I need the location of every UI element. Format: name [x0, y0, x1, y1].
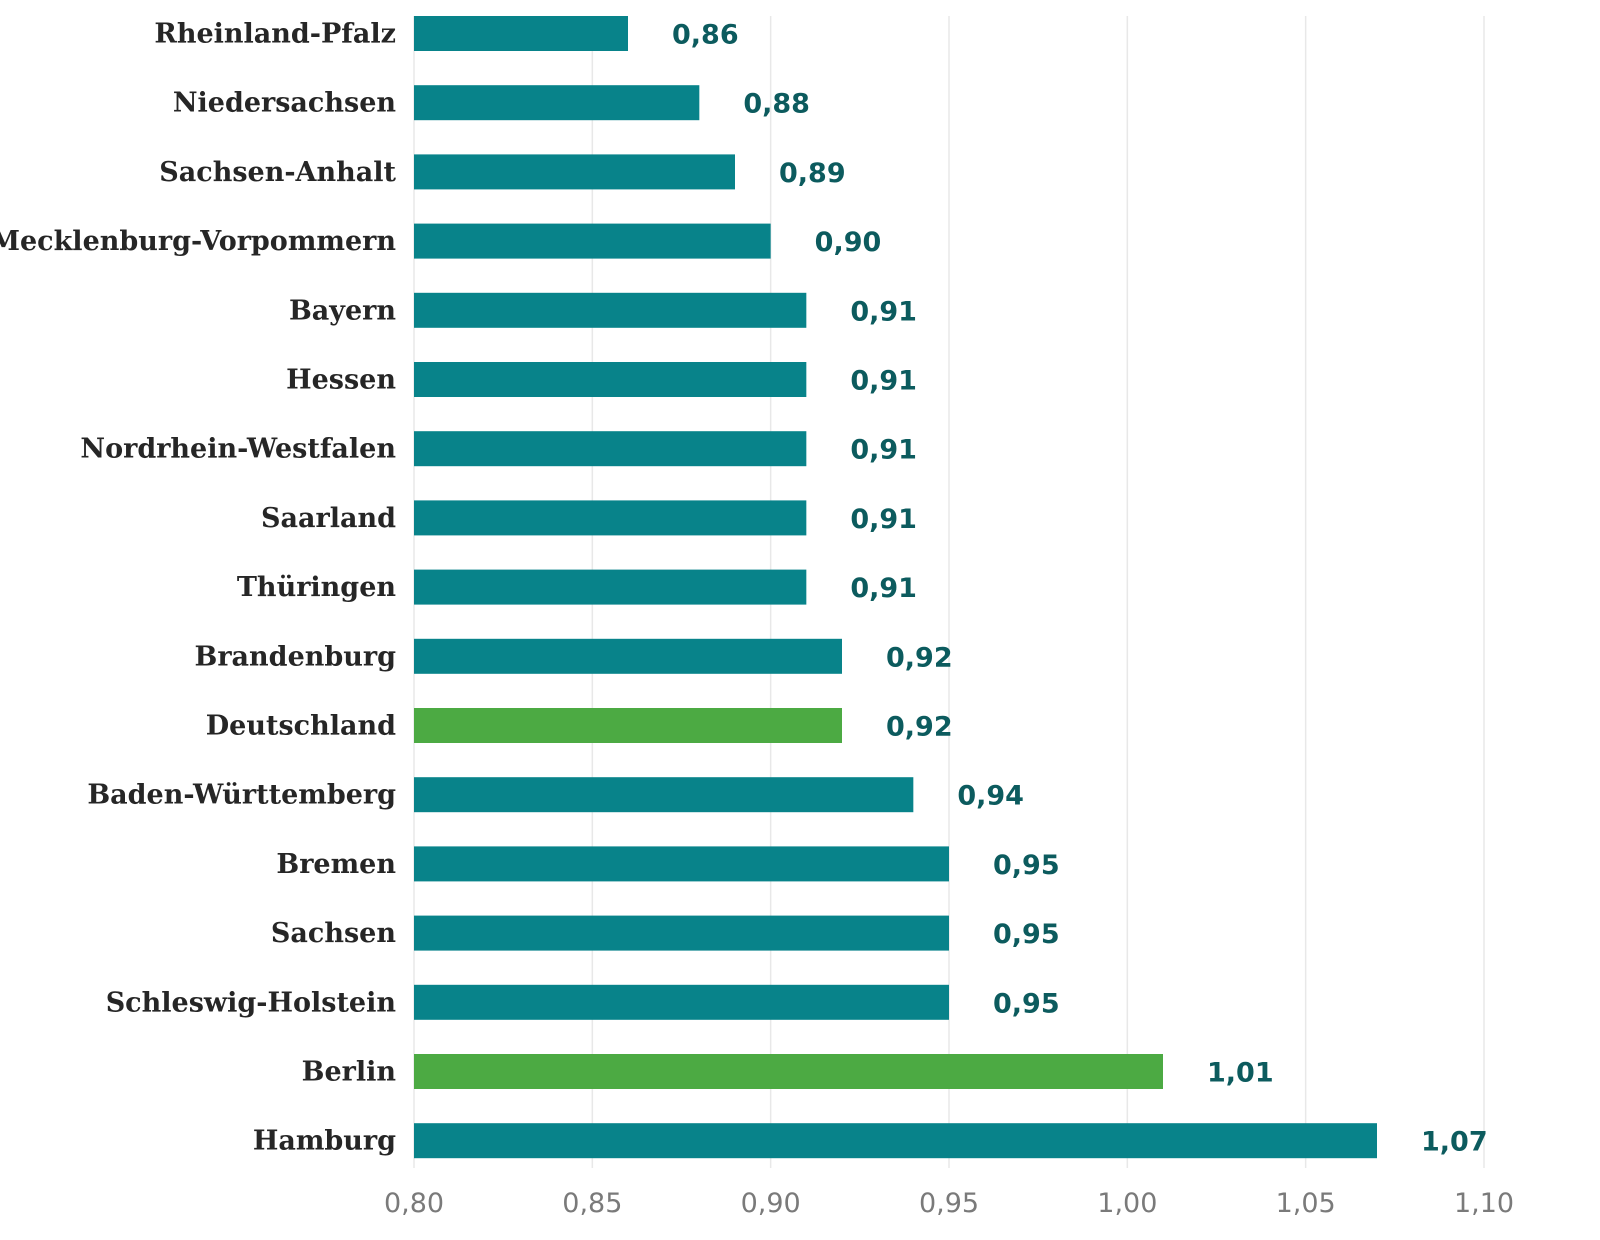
category-label: Hessen — [286, 365, 396, 396]
bar — [414, 708, 842, 743]
category-label: Hamburg — [253, 1126, 396, 1157]
bar — [414, 846, 949, 882]
bar — [414, 984, 949, 1020]
category-label: Bayern — [289, 295, 396, 326]
category-label: Bremen — [276, 849, 396, 880]
bar — [414, 292, 807, 328]
category-label: Baden-Württemberg — [87, 780, 396, 811]
x-axis-ticks: 0,80 0,85 0,90 0,95 1,00 1,05 1,10 — [384, 1188, 1514, 1219]
value-label: 0,94 — [957, 781, 1024, 812]
category-label: Rheinland-Pfalz — [154, 19, 396, 50]
bar — [414, 431, 807, 467]
bar — [414, 638, 842, 674]
value-label: 0,91 — [850, 504, 917, 535]
value-label: 1,07 — [1421, 1127, 1488, 1158]
value-label: 0,92 — [886, 642, 953, 673]
value-label: 0,91 — [850, 296, 917, 327]
value-label: 0,95 — [993, 850, 1060, 881]
value-label: 0,91 — [850, 573, 917, 604]
bar — [414, 154, 735, 190]
bar — [414, 1123, 1377, 1159]
bar — [414, 569, 807, 605]
x-tick-label: 1,05 — [1276, 1188, 1336, 1219]
category-label: Schleswig-Holstein — [106, 987, 397, 1018]
category-label: Nordrhein-Westfalen — [80, 434, 396, 465]
x-tick-label: 0,95 — [919, 1188, 979, 1219]
category-label: Saarland — [261, 503, 396, 534]
bar — [414, 500, 807, 536]
value-label: 0,89 — [779, 158, 846, 189]
category-label: Sachsen-Anhalt — [159, 157, 396, 188]
category-label: Thüringen — [237, 572, 397, 603]
category-label: Brandenburg — [195, 641, 397, 672]
bar — [414, 915, 949, 951]
bar — [414, 362, 807, 397]
x-tick-label: 1,10 — [1454, 1188, 1514, 1219]
bar — [414, 223, 771, 259]
x-tick-label: 1,00 — [1097, 1188, 1157, 1219]
category-label: Niedersachsen — [173, 88, 397, 119]
category-labels: Rheinland-Pfalz Niedersachsen Sachsen-Anha… — [0, 19, 397, 1157]
x-tick-label: 0,90 — [741, 1188, 801, 1219]
value-label: 0,90 — [815, 227, 882, 258]
bar — [414, 777, 914, 813]
value-label: 0,86 — [672, 20, 739, 51]
bar — [414, 85, 700, 121]
category-label: Sachsen — [271, 918, 396, 949]
category-label: Berlin — [302, 1057, 397, 1088]
category-label: Deutschland — [206, 711, 396, 742]
bar — [414, 1054, 1163, 1089]
category-label: Mecklenburg-Vorpommern — [0, 226, 396, 257]
value-label: 0,92 — [886, 712, 953, 743]
value-label: 0,88 — [743, 89, 810, 120]
x-tick-label: 0,85 — [562, 1188, 622, 1219]
value-label: 0,91 — [850, 366, 917, 397]
bar — [414, 16, 628, 51]
x-tick-label: 0,80 — [384, 1188, 444, 1219]
value-label: 0,95 — [993, 988, 1060, 1019]
value-label: 0,95 — [993, 919, 1060, 950]
value-label: 0,91 — [850, 435, 917, 466]
value-label: 1,01 — [1207, 1058, 1274, 1089]
value-labels: 0,86 0,88 0,89 0,90 0,91 0,91 0,91 0,91 0,91 0,92… — [672, 20, 1488, 1158]
bars — [414, 16, 1377, 1159]
